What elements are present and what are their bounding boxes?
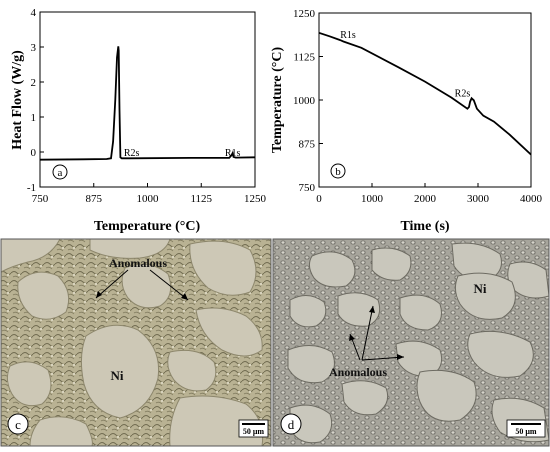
panel-c-ni-label: Ni: [111, 368, 124, 383]
panel-b-y-axis-label: Temperature (°C): [270, 47, 285, 154]
panel-b-label: b: [335, 166, 341, 178]
panel-a-label-circle: [52, 164, 68, 180]
panel-c-micrograph: Anomalous Ni c 50 μm: [0, 238, 272, 447]
panel-a-frame: [39, 11, 256, 188]
panel-b-x-tick-label: 0: [316, 193, 322, 205]
panel-b-y-tick-label: 1250: [293, 8, 316, 20]
panel-c-arrowhead-left: [96, 291, 102, 298]
panel-b-x-tick-label: 1000: [361, 193, 384, 205]
panel-a-y-tick-label: -1: [27, 182, 36, 194]
panel-a-y-tick-label: 4: [31, 7, 37, 19]
panel-d-label: d: [288, 417, 295, 432]
panel-d-arrow-up: [361, 305, 374, 361]
panel-a-x-tick-label: 1000: [137, 193, 160, 205]
panel-a-label: a: [58, 167, 63, 179]
panel-a-y-axis-label: Heat Flow (W/g): [10, 50, 25, 150]
panel-b-ticks: 0 1000 2000 3000 4000 750 875 1000 1125 1250: [293, 8, 543, 205]
panel-b-x-tick-label: 2000: [414, 193, 437, 205]
panel-a-heat-flow-chart: 750 875 1000 1125 1250 -1 0 1 2 3 4 R2s R1s Temper…: [10, 7, 267, 234]
panel-b-y-tick-label: 1125: [293, 52, 315, 64]
panel-d-label-circle: [280, 413, 302, 435]
panel-c-arrowhead-right: [181, 293, 188, 300]
panel-b-y-tick-label: 1000: [293, 95, 316, 107]
panel-d-ni-label: Ni: [474, 281, 487, 296]
panel-b-annotation-r1s: R1s: [340, 30, 356, 41]
panel-a-ticks: 750 875 1000 1125 1250 -1 0 1 2 3 4: [27, 7, 267, 205]
panel-a-y-tick-label: 1: [31, 112, 37, 124]
panel-a-x-tick-label: 1250: [244, 193, 267, 205]
panel-a-x-axis-label: Temperature (°C): [94, 219, 201, 234]
panel-d-arrowhead-right: [397, 354, 404, 360]
panel-a-y-tick-label: 0: [31, 147, 37, 159]
panel-a-x-tick-label: 750: [32, 193, 49, 205]
panel-d-arrowhead-up: [369, 306, 375, 313]
panel-a-y-tick-label: 3: [31, 42, 37, 54]
panel-b-annotation-r2s: R2s: [455, 89, 471, 100]
panel-d-annotation: Anomalous: [329, 365, 387, 379]
panel-c-label-circle: [7, 413, 29, 435]
panel-a-annotation-r1s: R1s: [225, 148, 241, 159]
panel-c-frame: [0, 238, 272, 447]
panel-c-label: c: [15, 417, 21, 432]
panel-a-y-tick-label: 2: [31, 77, 37, 89]
panel-b-label-circle: [330, 163, 346, 179]
panel-d-scale-label: 50 μm: [515, 427, 537, 436]
panel-b-x-tick-label: 3000: [467, 193, 490, 205]
panel-c-arrow-right: [149, 269, 189, 301]
panel-b-y-tick-label: 750: [299, 182, 316, 194]
panel-b-x-tick-label: 4000: [520, 193, 543, 205]
panel-a-x-tick-label: 1125: [190, 193, 212, 205]
panel-a-x-tick-label: 875: [86, 193, 103, 205]
panel-c-arrow-left: [95, 269, 129, 299]
panel-b-x-axis-label: Time (s): [400, 219, 449, 234]
panel-c-annotation: Anomalous: [109, 256, 167, 270]
panel-b-series-line: [319, 31, 531, 156]
panel-a-annotation-r2s: R2s: [124, 148, 140, 159]
panel-d-frame: [272, 238, 550, 447]
panel-b-y-tick-label: 875: [299, 139, 316, 151]
panel-c-scale-label: 50 μm: [243, 427, 265, 436]
panel-d-arrowhead-left: [349, 334, 355, 341]
panel-a-series-line: [40, 46, 255, 161]
panel-d-micrograph: Anomalous Ni d 50 μm: [272, 238, 550, 447]
